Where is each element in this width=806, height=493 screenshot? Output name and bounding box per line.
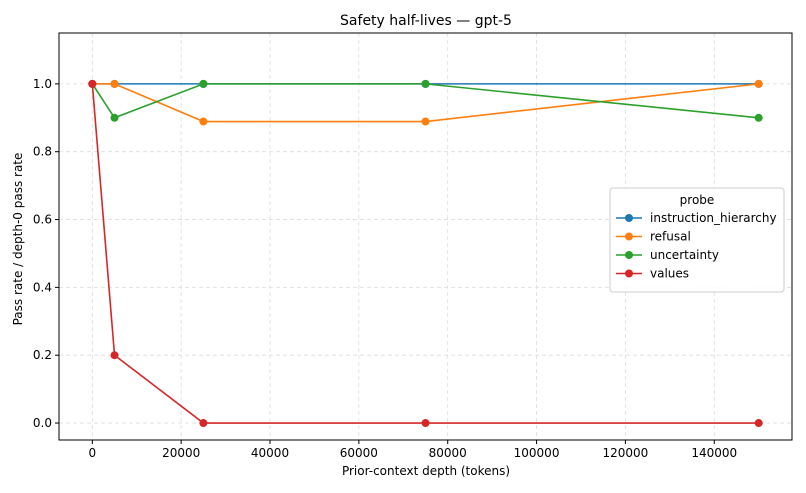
x-tick-label: 40000 <box>251 446 289 460</box>
x-tick-label: 140000 <box>691 446 737 460</box>
legend-title: probe <box>680 193 715 207</box>
legend-swatch-marker <box>625 214 633 222</box>
y-axis-label: Pass rate / depth-0 pass rate <box>11 153 25 326</box>
data-point <box>199 79 208 88</box>
data-point <box>754 113 763 122</box>
data-point <box>88 79 97 88</box>
legend-label: uncertainty <box>650 248 719 262</box>
data-point <box>754 79 763 88</box>
legend-swatch-marker <box>625 269 633 278</box>
data-point <box>421 419 430 428</box>
y-tick-label: 0.2 <box>33 348 52 362</box>
data-point <box>110 79 119 88</box>
ticks: 0 20000 40000 60000 80000 100000 120000 140000 0… <box>33 77 737 460</box>
x-tick-label: 100000 <box>514 446 560 460</box>
data-point <box>199 419 208 428</box>
y-tick-label: 0.4 <box>33 280 52 294</box>
series-values <box>88 79 763 428</box>
x-axis-label: Prior-context depth (tokens) <box>342 464 510 478</box>
x-tick-label: 0 <box>88 446 96 460</box>
y-tick-label: 1.0 <box>33 77 52 91</box>
x-tick-label: 120000 <box>603 446 649 460</box>
y-tick-label: 0.6 <box>33 213 52 227</box>
series-layer <box>88 79 763 428</box>
legend-item: uncertainty <box>616 248 719 262</box>
data-point <box>110 351 119 360</box>
x-tick-label: 60000 <box>340 446 378 460</box>
plot-frame <box>58 32 793 441</box>
chart-title: Safety half-lives — gpt-5 <box>340 13 512 29</box>
x-tick-label: 80000 <box>429 446 467 460</box>
legend-item: instruction_hierarchy <box>616 211 777 225</box>
x-tick-label: 20000 <box>162 446 200 460</box>
legend-label: instruction_hierarchy <box>650 211 777 225</box>
data-point <box>110 113 119 122</box>
legend-swatch-marker <box>625 232 633 241</box>
series-uncertainty <box>88 79 763 122</box>
y-tick-label: 0.8 <box>33 145 52 159</box>
y-tick-label: 0.0 <box>33 416 52 430</box>
data-point <box>421 117 430 126</box>
data-point <box>199 117 208 126</box>
data-point <box>754 419 763 428</box>
legend-swatch-marker <box>625 251 633 259</box>
legend-item: refusal <box>616 230 691 244</box>
legend-item: values <box>616 267 689 281</box>
legend-label: values <box>650 267 689 281</box>
legend-box <box>609 187 785 293</box>
legend-label: refusal <box>650 230 691 244</box>
data-point <box>421 79 430 88</box>
